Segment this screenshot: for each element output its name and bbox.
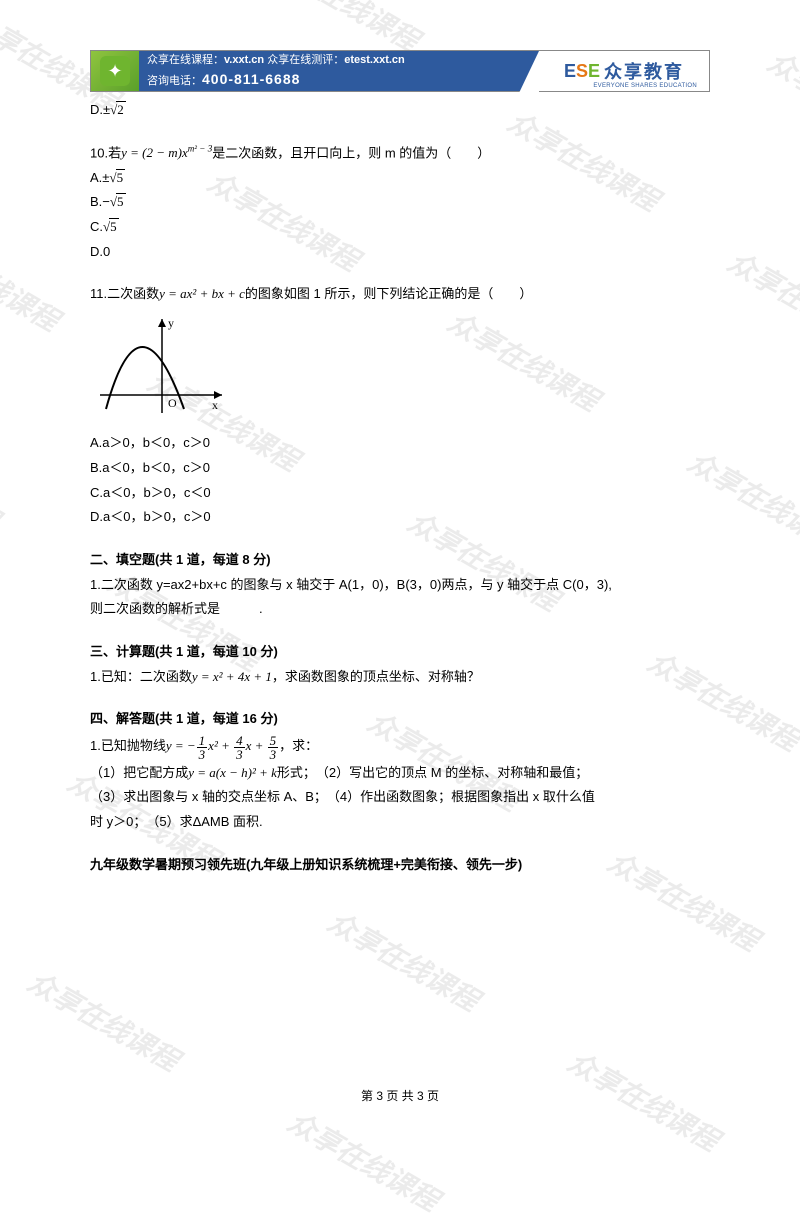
sec3-q1f: y = x² + 4x + 1 [192, 669, 272, 684]
f3d: 3 [268, 748, 279, 761]
sec4-mid2: x + [246, 738, 267, 753]
q11-formula: y = ax² + bx + c [159, 286, 245, 301]
sec4-p1f: y = a(x − h)² + k [188, 765, 277, 780]
q10-B: B.−√5 [90, 190, 710, 215]
banner-url1: v.xxt.cn [224, 54, 264, 66]
q10-a: 10.若 [90, 145, 121, 160]
q10-B-pre: B.− [90, 194, 110, 209]
page-footer: 第 3 页 共 3 页 [0, 1087, 800, 1104]
page-content: ✦ 众享在线课程：v.xxt.cn 众享在线测评：etest.xxt.cn 咨询… [0, 0, 800, 907]
sec4-p3: 时 y＞0； （5）求ΔAMB 面积. [90, 810, 710, 835]
q11-A: A.a＞0，b＜0，c＞0 [90, 431, 710, 456]
f1n: 1 [197, 734, 208, 748]
origin-label: O [168, 396, 177, 410]
logo-e1: E [564, 61, 576, 81]
sec3-q1a: 1.已知：二次函数 [90, 669, 192, 684]
f2n: 4 [234, 734, 245, 748]
brand-sub: EVERYONE SHARES EDUCATION [593, 83, 697, 89]
sec2-q1b: 则二次函数的解析式是 . [90, 597, 710, 622]
q11-C: C.a＜0，b＞0，c＜0 [90, 481, 710, 506]
banner-line2-label: 咨询电话： [147, 75, 202, 87]
f1d: 3 [197, 748, 208, 761]
q10-stem: 10.若y = (2 − m)xm² − 3是二次函数，且开口向上，则 m 的值… [90, 141, 710, 166]
q10-formula: y = (2 − m)x [121, 145, 188, 160]
q10-exp: m² − 3 [188, 144, 213, 154]
logo-s: S [576, 61, 588, 81]
q10-C-pre: C. [90, 219, 103, 234]
banner-mid: 众享在线课程：v.xxt.cn 众享在线测评：etest.xxt.cn 咨询电话… [139, 51, 539, 91]
brand-cn: 众享教育 [604, 58, 684, 84]
q9-d-pre: D.± [90, 102, 110, 117]
ese-logo: ESE [564, 61, 600, 82]
q11-a: 11.二次函数 [90, 286, 159, 301]
logo-e2: E [588, 61, 600, 81]
q10-A-rad: 5 [116, 169, 126, 185]
promo-line: 九年级数学暑期预习领先班(九年级上册知识系统梳理+完美衔接、领先一步) [90, 853, 710, 878]
banner-sep: 众享在线测评： [264, 54, 344, 66]
q9-optD: D.±√2 [90, 98, 710, 123]
q10-D: D.0 [90, 240, 710, 265]
sec4-q1a: 1.已知抛物线 [90, 738, 166, 753]
header-banner: ✦ 众享在线课程：v.xxt.cn 众享在线测评：etest.xxt.cn 咨询… [90, 50, 710, 92]
banner-right: ESE 众享教育 EVERYONE SHARES EDUCATION [539, 51, 709, 91]
q10-A-pre: A.± [90, 170, 109, 185]
q10-B-rad: 5 [116, 193, 126, 209]
sec4-eqy: y = − [166, 738, 196, 753]
sec4-p1: （1）把它配方成y = a(x − h)² + k形式； （2）写出它的顶点 M… [90, 761, 710, 786]
sec4-title: 四、解答题(共 1 道，每道 16 分) [90, 707, 710, 732]
banner-line1-label: 众享在线课程： [147, 54, 224, 66]
sec2-q1a: 1.二次函数 y=ax2+bx+c 的图象与 x 轴交于 A(1，0)，B(3，… [90, 573, 710, 598]
sec3-q1: 1.已知：二次函数y = x² + 4x + 1，求函数图象的顶点坐标、对称轴？ [90, 665, 710, 690]
x-axis-label: x [212, 398, 218, 412]
q11-b: 的图象如图 1 所示，则下列结论正确的是（ ） [245, 286, 532, 301]
q9-d-rad: 2 [116, 101, 126, 117]
sec4-p1a: （1）把它配方成 [90, 765, 188, 780]
q11-D: D.a＜0，b＞0，c＞0 [90, 505, 710, 530]
document-body: D.±√2 10.若y = (2 − m)xm² − 3是二次函数，且开口向上，… [90, 98, 710, 877]
banner-url2: etest.xxt.cn [344, 54, 405, 66]
q11-B: B.a＜0，b＜0，c＞0 [90, 456, 710, 481]
y-axis-label: y [168, 316, 174, 330]
q11-stem: 11.二次函数y = ax² + bx + c的图象如图 1 所示，则下列结论正… [90, 282, 710, 307]
sec2-title: 二、填空题(共 1 道，每道 8 分) [90, 548, 710, 573]
watermark: 众享在线课程 [321, 901, 487, 1020]
q10-C: C.√5 [90, 215, 710, 240]
q10-A: A.±√5 [90, 166, 710, 191]
sec4-p1b: 形式； （2）写出它的顶点 M 的坐标、对称轴和最值； [277, 765, 588, 780]
sec3-title: 三、计算题(共 1 道，每道 10 分) [90, 640, 710, 665]
banner-icon: ✦ [91, 51, 139, 91]
sec4-q1b: ，求： [279, 738, 318, 753]
watermark: 众享在线课程 [21, 961, 187, 1080]
banner-phone: 400-811-6688 [202, 71, 300, 87]
q10-b: 是二次函数，且开口向上，则 m 的值为（ ） [212, 145, 490, 160]
sec4-mid1: x² + [208, 738, 233, 753]
f2d: 3 [234, 748, 245, 761]
q11-graph: O x y [90, 313, 230, 423]
q10-C-rad: 5 [109, 218, 119, 234]
sec4-p2: （3）求出图象与 x 轴的交点坐标 A、B； （4）作出函数图象；根据图象指出 … [90, 785, 710, 810]
f3n: 5 [268, 734, 279, 748]
sec4-q1: 1.已知抛物线y = −13x² + 43x + 53，求： [90, 732, 710, 761]
sec3-q1b: ，求函数图象的顶点坐标、对称轴？ [272, 669, 480, 684]
watermark: 众享在线课程 [281, 1101, 447, 1219]
